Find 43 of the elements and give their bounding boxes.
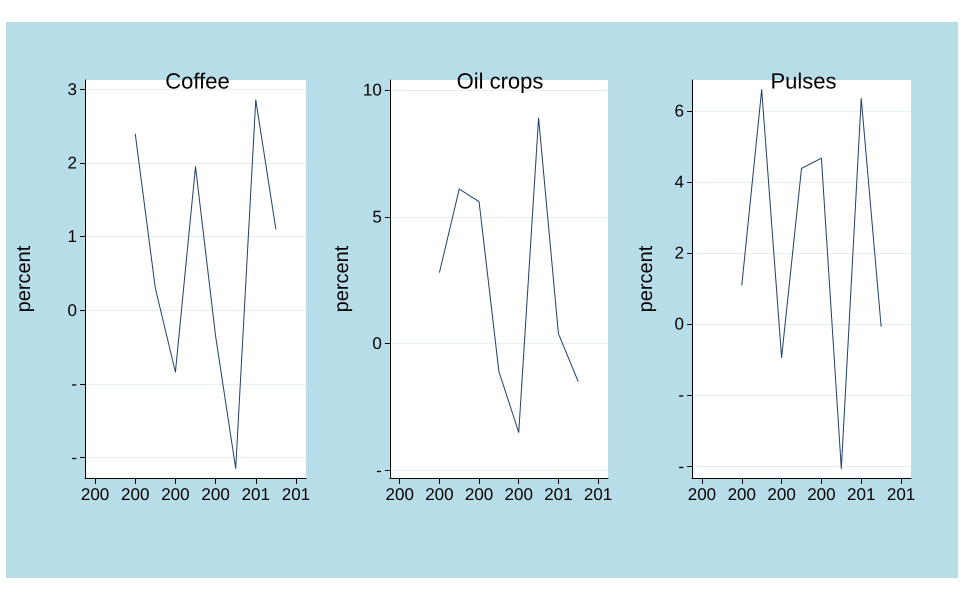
- y-tick-label: -: [71, 448, 77, 467]
- x-tick-label: 200: [504, 485, 533, 504]
- y-tick-label: -: [678, 456, 684, 476]
- y-axis-title: percent: [635, 245, 657, 312]
- y-tick-label: 10: [362, 80, 382, 100]
- y-tick-label: -: [71, 374, 77, 394]
- y-tick-label: 6: [674, 101, 684, 120]
- y-axis-title: percent: [331, 245, 353, 312]
- x-tick-label: 201: [282, 485, 310, 504]
- x-tick-label: 201: [847, 485, 876, 504]
- line-series: [741, 89, 882, 470]
- y-tick-label: 2: [674, 244, 684, 263]
- chart-title: Coffee: [165, 68, 230, 94]
- x-tick-label: 200: [767, 485, 796, 504]
- x-tick-label: 201: [544, 485, 573, 504]
- y-tick-label: 2: [68, 154, 77, 173]
- y-tick-label: 0: [674, 314, 684, 334]
- x-tick-label: 201: [584, 485, 612, 504]
- x-tick-label: 201: [242, 485, 270, 504]
- chart-title: Pulses: [770, 68, 837, 94]
- y-tick-label: -: [376, 460, 382, 480]
- x-tick-label: 200: [807, 485, 836, 504]
- x-tick-label: 200: [386, 485, 414, 504]
- x-tick-label: 200: [80, 485, 110, 504]
- x-tick-label: 200: [688, 485, 716, 504]
- x-tick-label: 200: [121, 485, 150, 504]
- x-tick-label: 200: [201, 485, 230, 504]
- x-tick-label: 200: [728, 485, 756, 504]
- y-tick-label: 0: [372, 334, 382, 354]
- x-tick-label: 200: [161, 485, 190, 504]
- y-tick-label: 0: [68, 300, 77, 320]
- y-tick-label: 3: [68, 80, 77, 100]
- chart-title: Oil crops: [456, 68, 544, 94]
- line-series: [438, 118, 579, 433]
- y-tick-label: 5: [372, 207, 382, 226]
- y-tick-label: 4: [674, 172, 684, 192]
- y-tick-label: -: [678, 386, 684, 405]
- x-tick-label: 200: [464, 485, 494, 504]
- line-series: [134, 99, 276, 469]
- y-tick-label: 1: [68, 227, 77, 246]
- x-tick-label: 200: [425, 485, 454, 504]
- y-axis-title: percent: [13, 245, 35, 312]
- x-tick-label: 201: [886, 485, 916, 504]
